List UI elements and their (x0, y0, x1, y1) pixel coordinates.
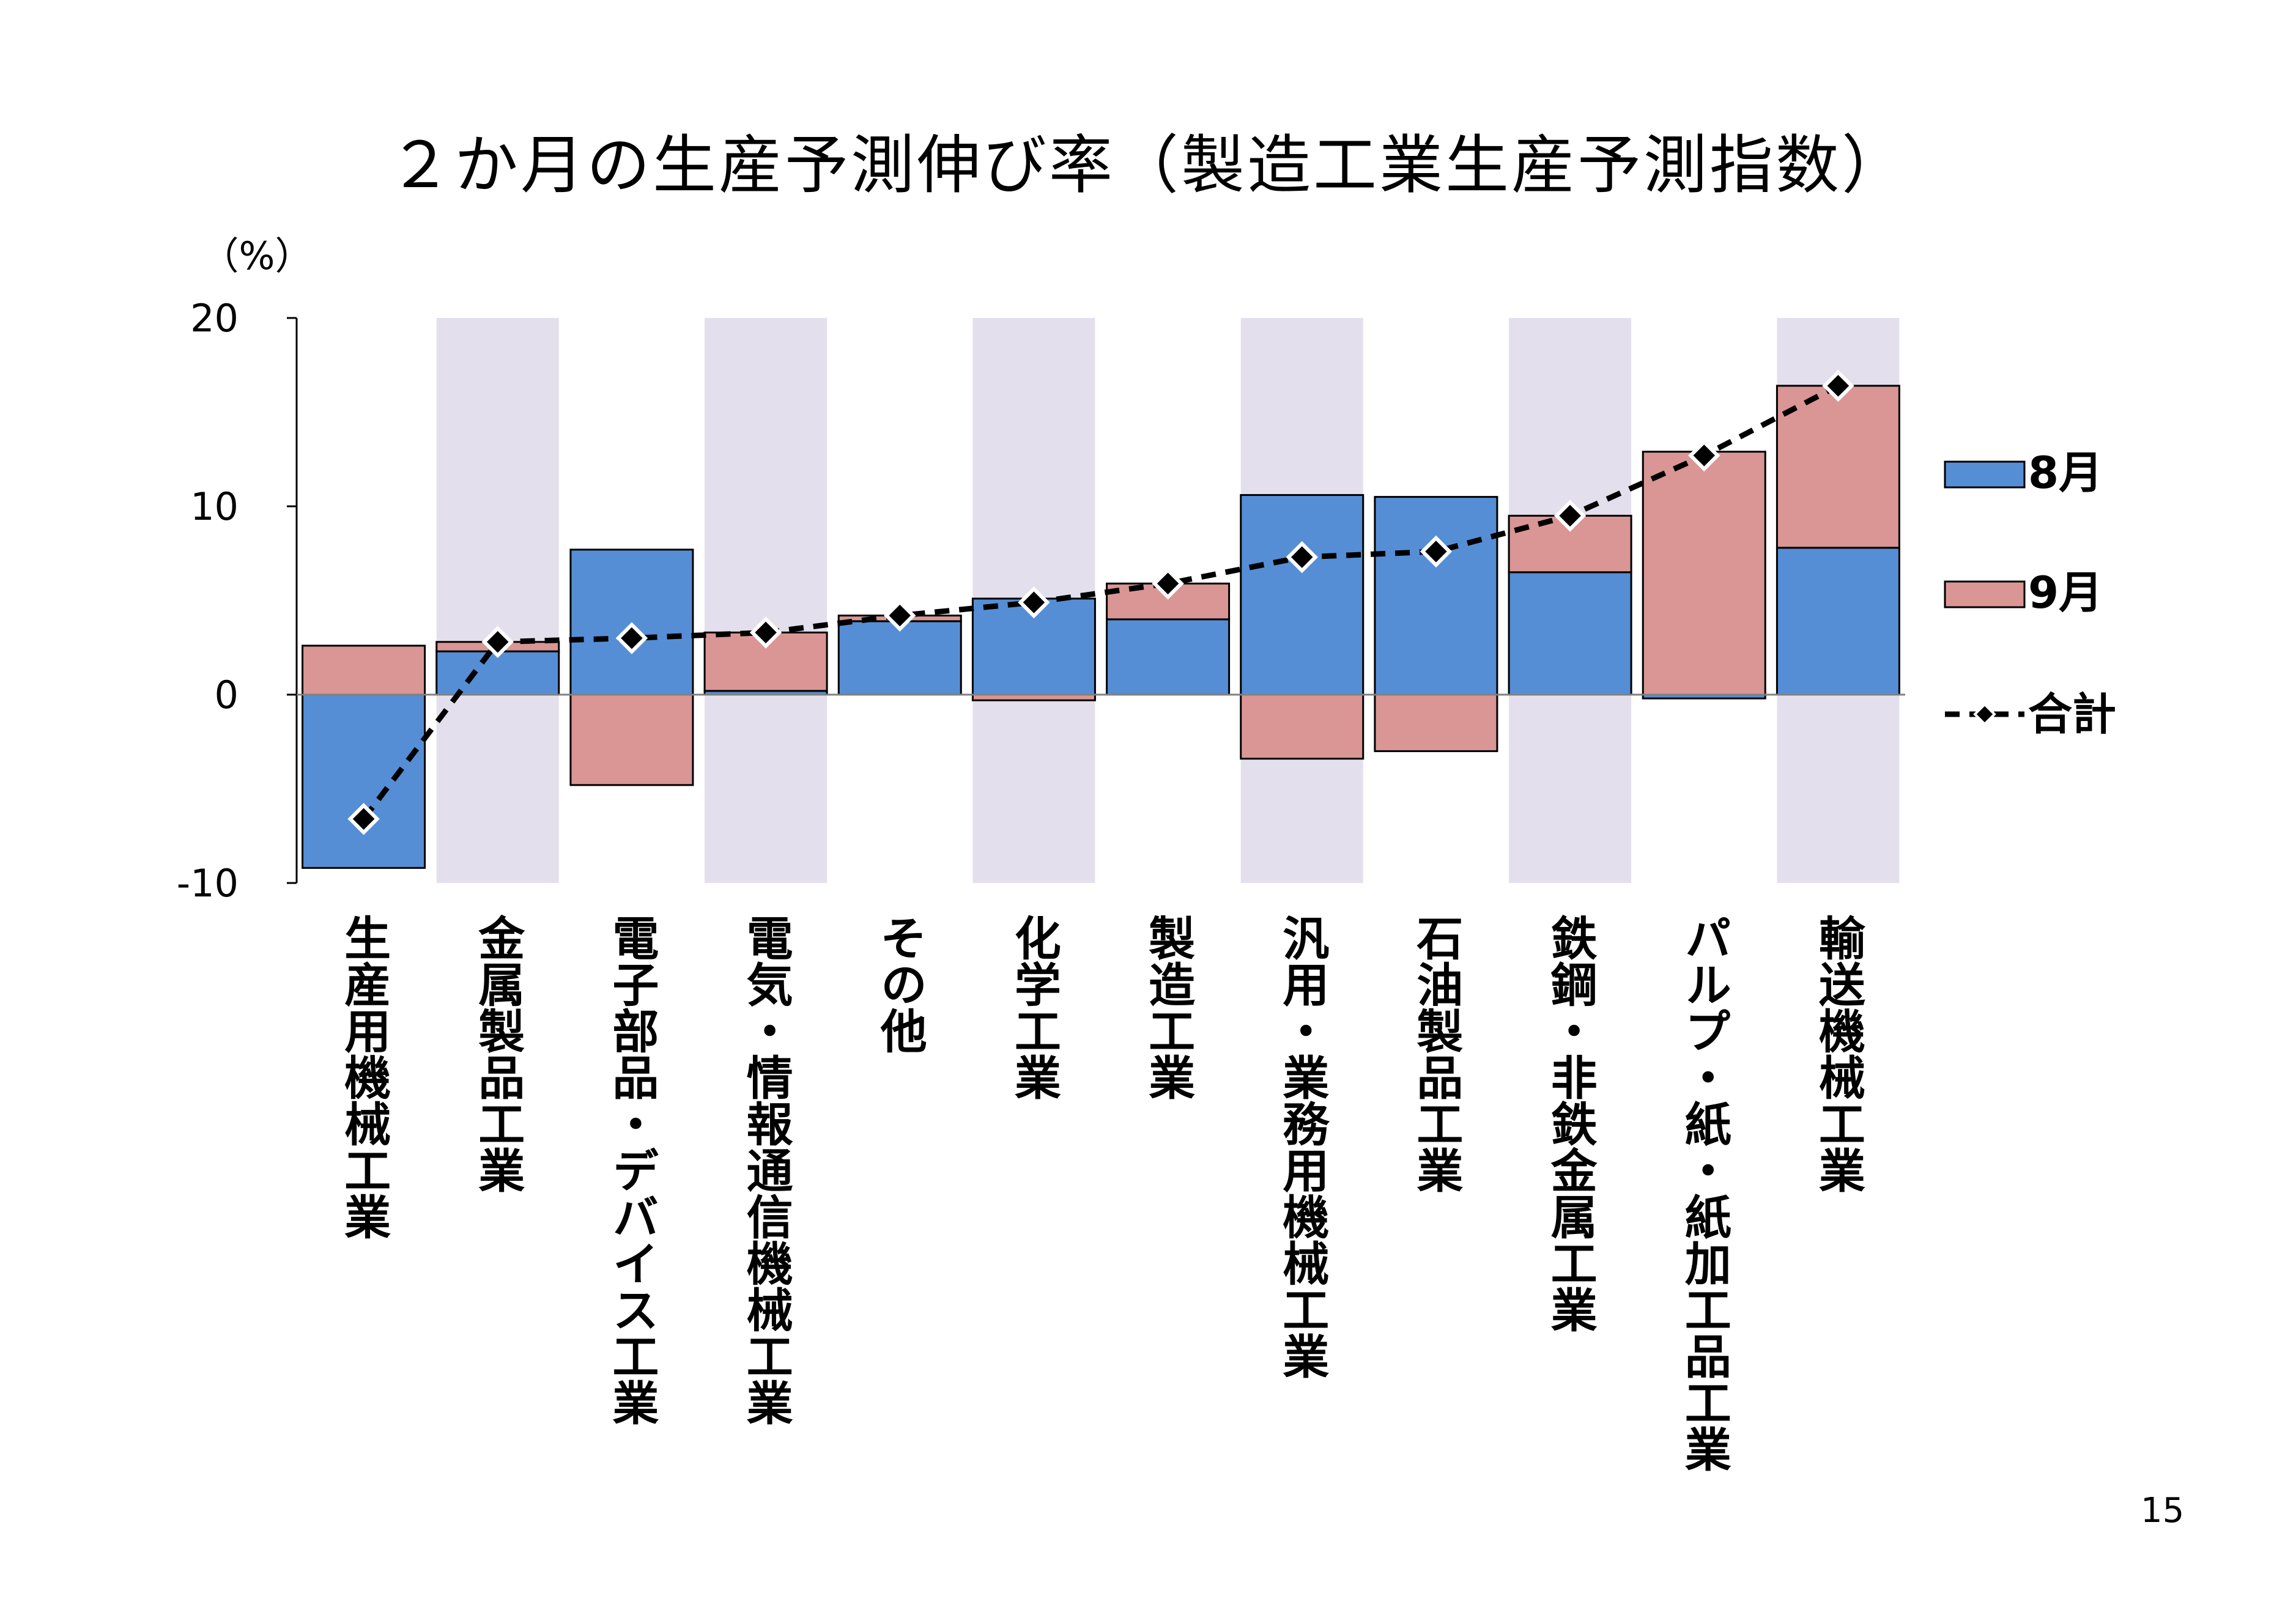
bar-sep (1776, 385, 1900, 549)
y-tick-label: 20 (190, 296, 239, 341)
category-label: 電気・情報通信機械工業 (739, 914, 793, 1425)
background-band (705, 318, 828, 883)
total-marker (1152, 567, 1184, 600)
series-line-total (361, 383, 1840, 821)
total-marker (884, 599, 916, 632)
category-label: 石油製品工業 (1409, 914, 1463, 1193)
total-marker (1822, 369, 1854, 402)
category-label: 汎用・業務用機械工業 (1275, 914, 1329, 1379)
category-label: 生産用機械工業 (336, 914, 391, 1239)
bar-sep (1642, 451, 1766, 696)
bar-sep (569, 693, 694, 786)
category-label: その他 (873, 914, 928, 1054)
category-label: 電子部品・デバイス工業 (604, 914, 659, 1425)
total-marker (749, 616, 782, 649)
chart-title: ２か月の生産予測伸び率（製造工業生産予測指数） (388, 128, 1908, 202)
total-marker (1286, 541, 1318, 574)
bar-aug (302, 693, 426, 869)
bar-aug (1776, 547, 1900, 696)
legend-swatch-aug (1944, 460, 2026, 489)
total-marker (1420, 535, 1453, 568)
category-label: 鉄鋼・非鉄金属工業 (1543, 914, 1598, 1332)
bar-sep (302, 645, 426, 696)
bar-aug (1374, 496, 1498, 696)
bar-aug (1508, 571, 1632, 696)
background-band (436, 318, 559, 883)
legend-swatch-sep (1944, 580, 2026, 608)
total-marker (615, 622, 648, 654)
y-unit-label: （%） (201, 234, 313, 278)
total-marker (1018, 586, 1050, 619)
total-marker (481, 626, 514, 659)
category-label: パルプ・紙・紙加工品工業 (1677, 914, 1731, 1472)
category-label: 製造工業 (1141, 914, 1195, 1100)
legend-label-total: 合計 (2028, 689, 2116, 740)
legend-label-sep: 9月 (2028, 567, 2103, 618)
legend-label-aug: 8月 (2028, 447, 2103, 498)
bar-aug (837, 620, 962, 696)
page-number: 15 (2141, 1491, 2185, 1531)
total-marker (347, 803, 380, 835)
bar-aug (1240, 494, 1365, 696)
bar-sep (1240, 693, 1365, 760)
y-tick-label: 0 (215, 673, 239, 717)
bar-aug (1106, 618, 1231, 696)
y-tick-label: -10 (177, 861, 239, 906)
bar-sep (1106, 582, 1231, 621)
legend-marker-total (1973, 703, 1996, 726)
bar-aug (435, 650, 560, 696)
category-label: 化学工業 (1007, 914, 1061, 1100)
total-marker (1688, 439, 1720, 472)
bar-sep (1374, 693, 1498, 752)
category-label: 金属製品工業 (470, 914, 525, 1193)
y-tick-label: 10 (190, 484, 239, 529)
category-label: 輸送機械工業 (1811, 914, 1865, 1193)
total-marker (1554, 500, 1587, 532)
